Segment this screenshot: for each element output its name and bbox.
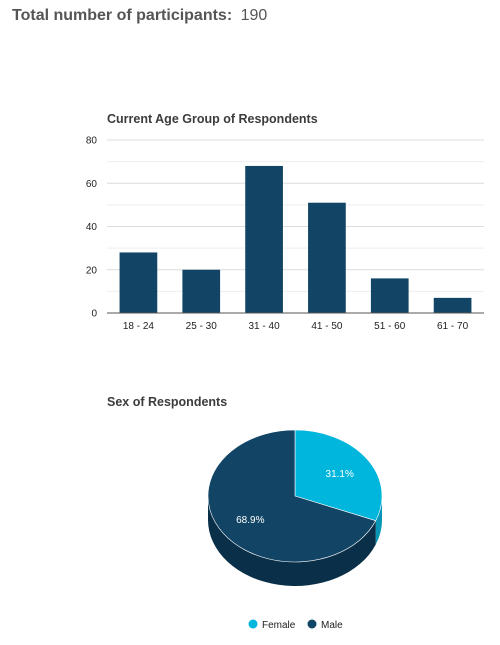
y-tick-label: 40	[86, 222, 98, 233]
legend-label-female: Female	[262, 620, 296, 631]
legend-label-male: Male	[321, 620, 343, 631]
bar-51-60	[370, 278, 409, 313]
bar-61-70	[433, 297, 472, 313]
participants-label: Total number of participants:	[12, 7, 233, 24]
pie-chart-title: Sex of Respondents	[107, 395, 227, 409]
participants-summary: Total number of participants: 190	[12, 7, 267, 25]
y-tick-label: 60	[86, 179, 98, 190]
pie-side-female	[375, 496, 382, 545]
x-tick-label: 25 - 30	[186, 321, 218, 332]
pie-label-male: 68.9%	[236, 515, 264, 526]
y-tick-label: 20	[86, 265, 98, 276]
pie-chart-slices	[207, 429, 383, 563]
bar-41-50	[308, 202, 346, 313]
pie-chart-depth	[208, 496, 382, 586]
legend-swatch-male	[307, 619, 317, 629]
x-tick-label: 41 - 50	[311, 321, 343, 332]
bar-31-40	[245, 165, 283, 313]
age-group-bar-chart: Current Age Group of Respondents 0 20 40 60…	[86, 112, 484, 332]
y-tick-label: 80	[86, 136, 98, 147]
bar-chart-bars	[119, 165, 472, 313]
x-tick-label: 18 - 24	[123, 321, 155, 332]
x-tick-label: 31 - 40	[249, 321, 281, 332]
pie-chart-labels: 31.1% 68.9%	[236, 469, 354, 526]
bar-25-30	[182, 269, 221, 313]
sex-pie-chart: Sex of Respondents 31.1% 68.9% Female Male	[107, 395, 383, 631]
bar-chart-title: Current Age Group of Respondents	[107, 112, 318, 126]
bar-chart-x-ticks: 18 - 24 25 - 30 31 - 40 41 - 50 51 - 60 61 - …	[123, 321, 469, 332]
bar-chart-gridlines	[107, 139, 484, 292]
pie-slice-female	[294, 429, 383, 522]
participants-count: 190	[240, 7, 268, 24]
bar-18-24	[119, 252, 158, 313]
x-tick-label: 51 - 60	[374, 321, 406, 332]
x-tick-label: 61 - 70	[437, 321, 469, 332]
pie-chart-legend: Female Male	[248, 619, 343, 631]
y-tick-label: 0	[91, 309, 97, 320]
pie-side-male	[208, 496, 376, 586]
legend-swatch-female	[248, 619, 258, 629]
pie-label-female: 31.1%	[326, 469, 354, 480]
bar-chart-y-ticks: 0 20 40 60 80	[86, 136, 98, 320]
pie-slice-male	[207, 429, 377, 563]
